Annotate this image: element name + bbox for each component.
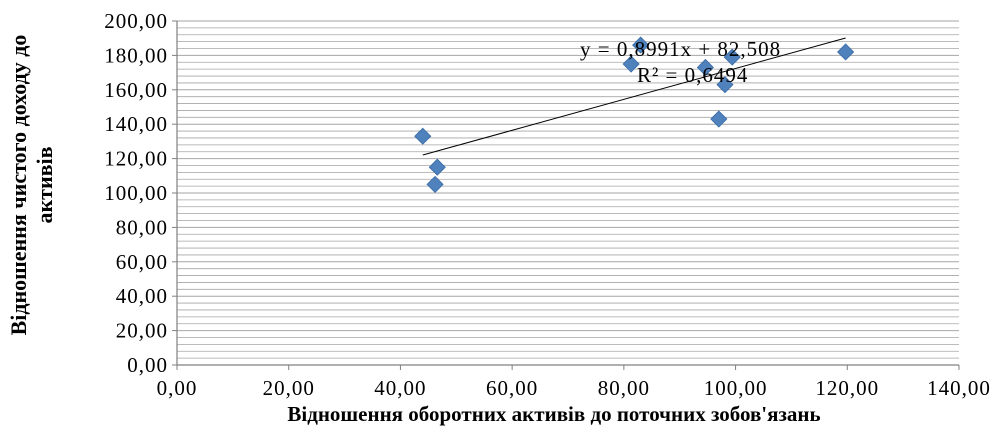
y-tick-labels: 0,00 20,00 40,00 60,00 80,00 100,00 120,00 140,… (104, 9, 168, 377)
y-tick-label: 0,00 (127, 353, 168, 377)
y-tick-label: 20,00 (116, 319, 168, 343)
data-point-marker (632, 36, 650, 54)
x-tick-label: 80,00 (598, 376, 650, 400)
grid-lines (177, 20, 959, 359)
y-tick-label: 40,00 (116, 284, 168, 308)
data-point-marker (428, 158, 446, 176)
data-point-marker (710, 110, 728, 128)
data-point-marker (716, 76, 734, 94)
x-tick-label: 40,00 (374, 376, 426, 400)
data-point-marker (622, 55, 640, 73)
y-tick-label: 100,00 (104, 181, 168, 205)
linear-trendline (422, 37, 846, 156)
trendline-equation: y = 0,8991x + 82,508 (580, 37, 781, 61)
data-point-marker (723, 48, 741, 66)
data-point-marker (696, 58, 714, 77)
y-axis-title-line-2: активів (32, 146, 57, 223)
y-tick-label: 120,00 (104, 147, 168, 171)
y-axis-title-line-1: Відношення чистого доходу до (6, 35, 31, 336)
trendline-layer (422, 37, 846, 156)
x-tick-label: 140,00 (927, 376, 991, 400)
x-tick-labels: 0,00 20,00 40,00 60,00 80,00 100,00 120,00 140,… (157, 376, 991, 400)
data-point-marker (414, 127, 432, 145)
y-tick-label: 160,00 (104, 78, 168, 102)
data-points (414, 36, 855, 193)
y-tick-label: 80,00 (116, 215, 168, 239)
axes (172, 20, 960, 370)
r-squared-label: R² = 0,6494 (637, 63, 748, 87)
x-tick-label: 100,00 (704, 376, 768, 400)
data-point-marker (426, 175, 444, 193)
x-tick-label: 20,00 (263, 376, 315, 400)
y-axis-title: Відношення чистого доходу до активів (6, 35, 57, 336)
y-tick-label: 140,00 (104, 112, 168, 136)
x-tick-label: 120,00 (815, 376, 879, 400)
x-axis-title: Відношення оборотних активів до поточних… (287, 402, 820, 426)
y-tick-label: 200,00 (104, 9, 168, 33)
y-tick-label: 60,00 (116, 250, 168, 274)
data-point-marker (837, 43, 855, 61)
x-tick-label: 0,00 (157, 376, 198, 400)
x-tick-label: 60,00 (486, 376, 538, 400)
y-tick-label: 180,00 (104, 43, 168, 67)
